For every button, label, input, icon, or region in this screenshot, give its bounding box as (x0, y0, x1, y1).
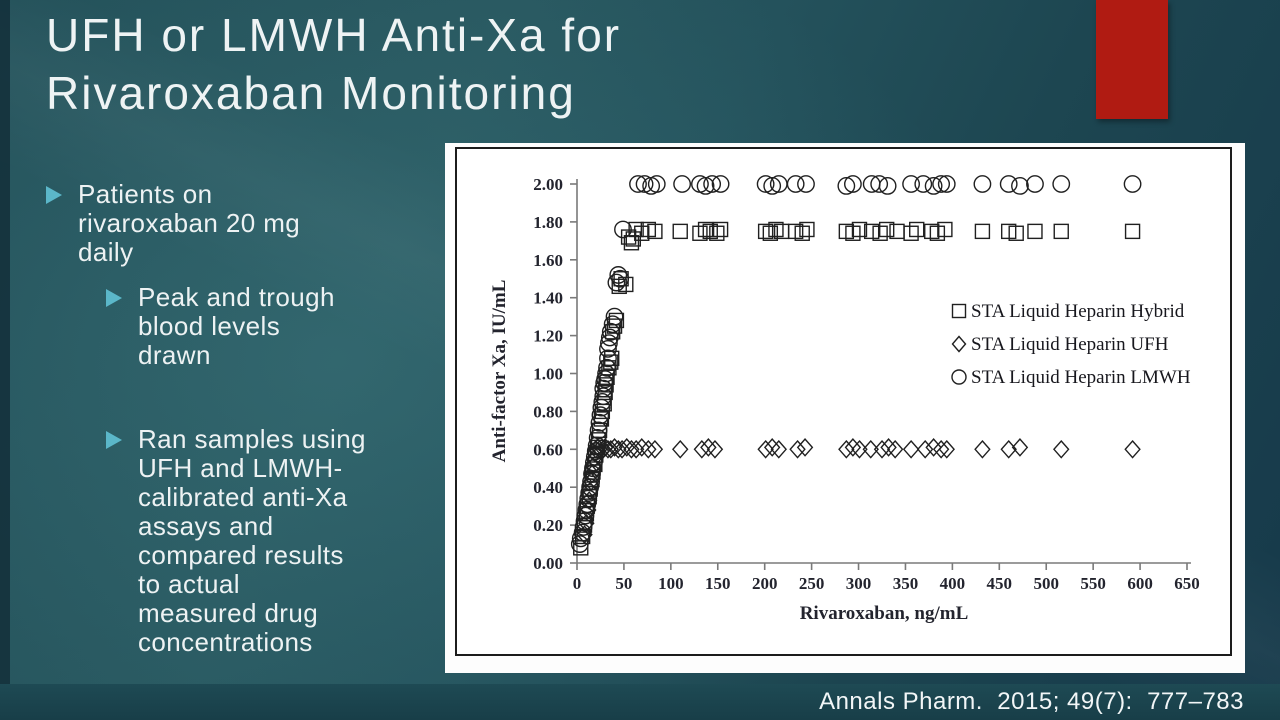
axes: 0 50 100 150 200 250 300 350 400 450 500 550 600 650 0… (489, 175, 1200, 624)
svg-text:STA Liquid Heparin LMWH: STA Liquid Heparin LMWH (971, 367, 1191, 388)
bullet-text: Patients on rivaroxaban 20 mg daily (78, 179, 301, 267)
svg-text:1.00: 1.00 (533, 365, 563, 384)
svg-text:STA Liquid Heparin Hybrid: STA Liquid Heparin Hybrid (971, 301, 1185, 322)
bullet-text: Ran samples using UFH and LMWH- calibrat… (138, 424, 366, 657)
svg-text:0.00: 0.00 (533, 554, 563, 573)
svg-text:400: 400 (940, 574, 966, 593)
svg-text:0.20: 0.20 (533, 516, 563, 535)
svg-text:1.20: 1.20 (533, 327, 563, 346)
svg-text:250: 250 (799, 574, 825, 593)
red-accent-block (1096, 0, 1168, 119)
svg-text:0.60: 0.60 (533, 440, 563, 459)
slide-title: UFH or LMWH Anti-Xa for Rivaroxaban Moni… (46, 9, 622, 119)
svg-text:1.80: 1.80 (533, 213, 563, 232)
chart-legend: STA Liquid Heparin Hybrid STA Liquid Hepa… (951, 301, 1191, 388)
bullet-triangle-icon (106, 431, 122, 449)
svg-text:200: 200 (752, 574, 778, 593)
svg-text:600: 600 (1127, 574, 1153, 593)
bullet-item-1: Patients on rivaroxaban 20 mg daily (46, 180, 376, 267)
series-diamond (576, 438, 1141, 544)
scatter-chart: 0 50 100 150 200 250 300 350 400 450 500 550 600 650 0… (455, 147, 1232, 656)
bullet-item-2: Peak and trough blood levels drawn (106, 283, 426, 370)
bottom-bar: Annals Pharm. 2015; 49(7): 777–783 (0, 684, 1280, 720)
svg-text:2.00: 2.00 (533, 175, 563, 194)
svg-text:650: 650 (1174, 574, 1200, 593)
svg-text:0.80: 0.80 (533, 402, 563, 421)
series-square (573, 221, 1141, 556)
svg-text:Anti-factor Xa, IU/mL: Anti-factor Xa, IU/mL (489, 280, 510, 463)
svg-text:0: 0 (573, 574, 582, 593)
bullet-triangle-icon (106, 289, 122, 307)
svg-text:1.40: 1.40 (533, 289, 563, 308)
svg-text:450: 450 (987, 574, 1013, 593)
svg-text:500: 500 (1033, 574, 1059, 593)
bullet-text: Peak and trough blood levels drawn (138, 282, 335, 370)
left-edge-strip (0, 0, 10, 720)
svg-text:350: 350 (893, 574, 919, 593)
svg-text:100: 100 (658, 574, 684, 593)
svg-text:1.60: 1.60 (533, 251, 563, 270)
bullet-item-3: Ran samples using UFH and LMWH- calibrat… (106, 425, 426, 657)
svg-text:50: 50 (615, 574, 632, 593)
svg-text:300: 300 (846, 574, 872, 593)
svg-text:550: 550 (1080, 574, 1106, 593)
svg-text:STA Liquid Heparin UFH: STA Liquid Heparin UFH (971, 334, 1169, 355)
bullet-triangle-icon (46, 186, 62, 204)
svg-text:0.40: 0.40 (533, 478, 563, 497)
series-circle (570, 175, 1142, 553)
citation: Annals Pharm. 2015; 49(7): 777–783 (819, 688, 1244, 715)
svg-text:150: 150 (705, 574, 731, 593)
svg-text:Rivaroxaban, ng/mL: Rivaroxaban, ng/mL (800, 603, 969, 624)
chart-figure-panel: 0 50 100 150 200 250 300 350 400 450 500 550 600 650 0… (445, 143, 1245, 673)
